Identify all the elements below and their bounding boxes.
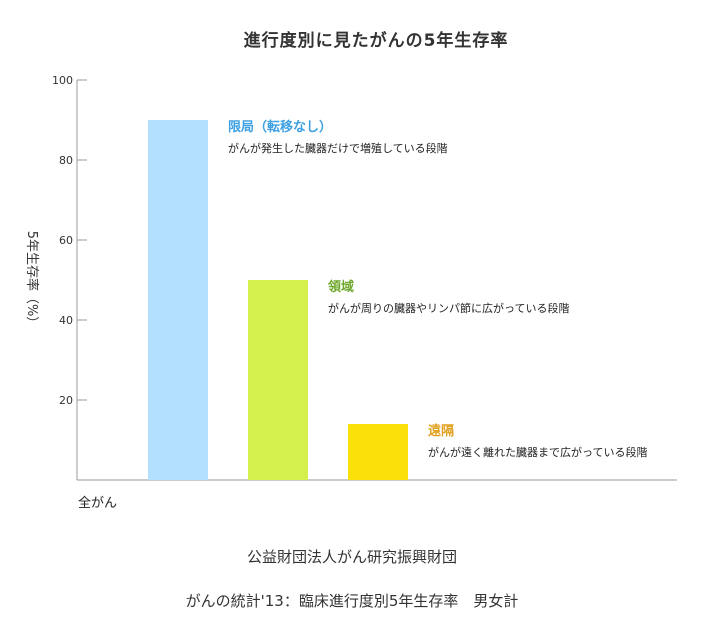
y-tick-label: 40: [59, 314, 73, 327]
bar-label: 限局（転移なし）: [228, 119, 332, 135]
chart-title: 進行度別に見たがんの5年生存率: [244, 30, 509, 51]
bar: [148, 120, 208, 480]
y-axis-label: 5年生存率（%）: [24, 231, 40, 330]
source-organization: 公益財団法人がん研究振興財団: [246, 548, 457, 566]
bar-description: がんが遠く離れた臓器まで広がっている段階: [428, 445, 647, 459]
bar: [248, 280, 308, 480]
bar-description: がんが周りの臓器やリンパ節に広がっている段階: [328, 301, 569, 315]
y-tick-label: 100: [52, 74, 73, 87]
y-tick-label: 60: [59, 234, 73, 247]
source-citation: がんの統計'13：臨床進行度別5年生存率 男女計: [185, 592, 519, 610]
y-tick-label: 80: [59, 154, 73, 167]
bar-chart: 進行度別に見たがんの5年生存率 20 40 60 80 100 限局（転移なし） がんが発…: [24, 30, 677, 511]
bar-label: 領域: [328, 279, 354, 295]
category-label: 全がん: [78, 495, 117, 511]
bar: [348, 424, 408, 480]
bar-description: がんが発生した臓器だけで増殖している段階: [228, 141, 448, 155]
y-tick-label: 20: [59, 394, 73, 407]
bar-label: 遠隔: [428, 423, 454, 439]
